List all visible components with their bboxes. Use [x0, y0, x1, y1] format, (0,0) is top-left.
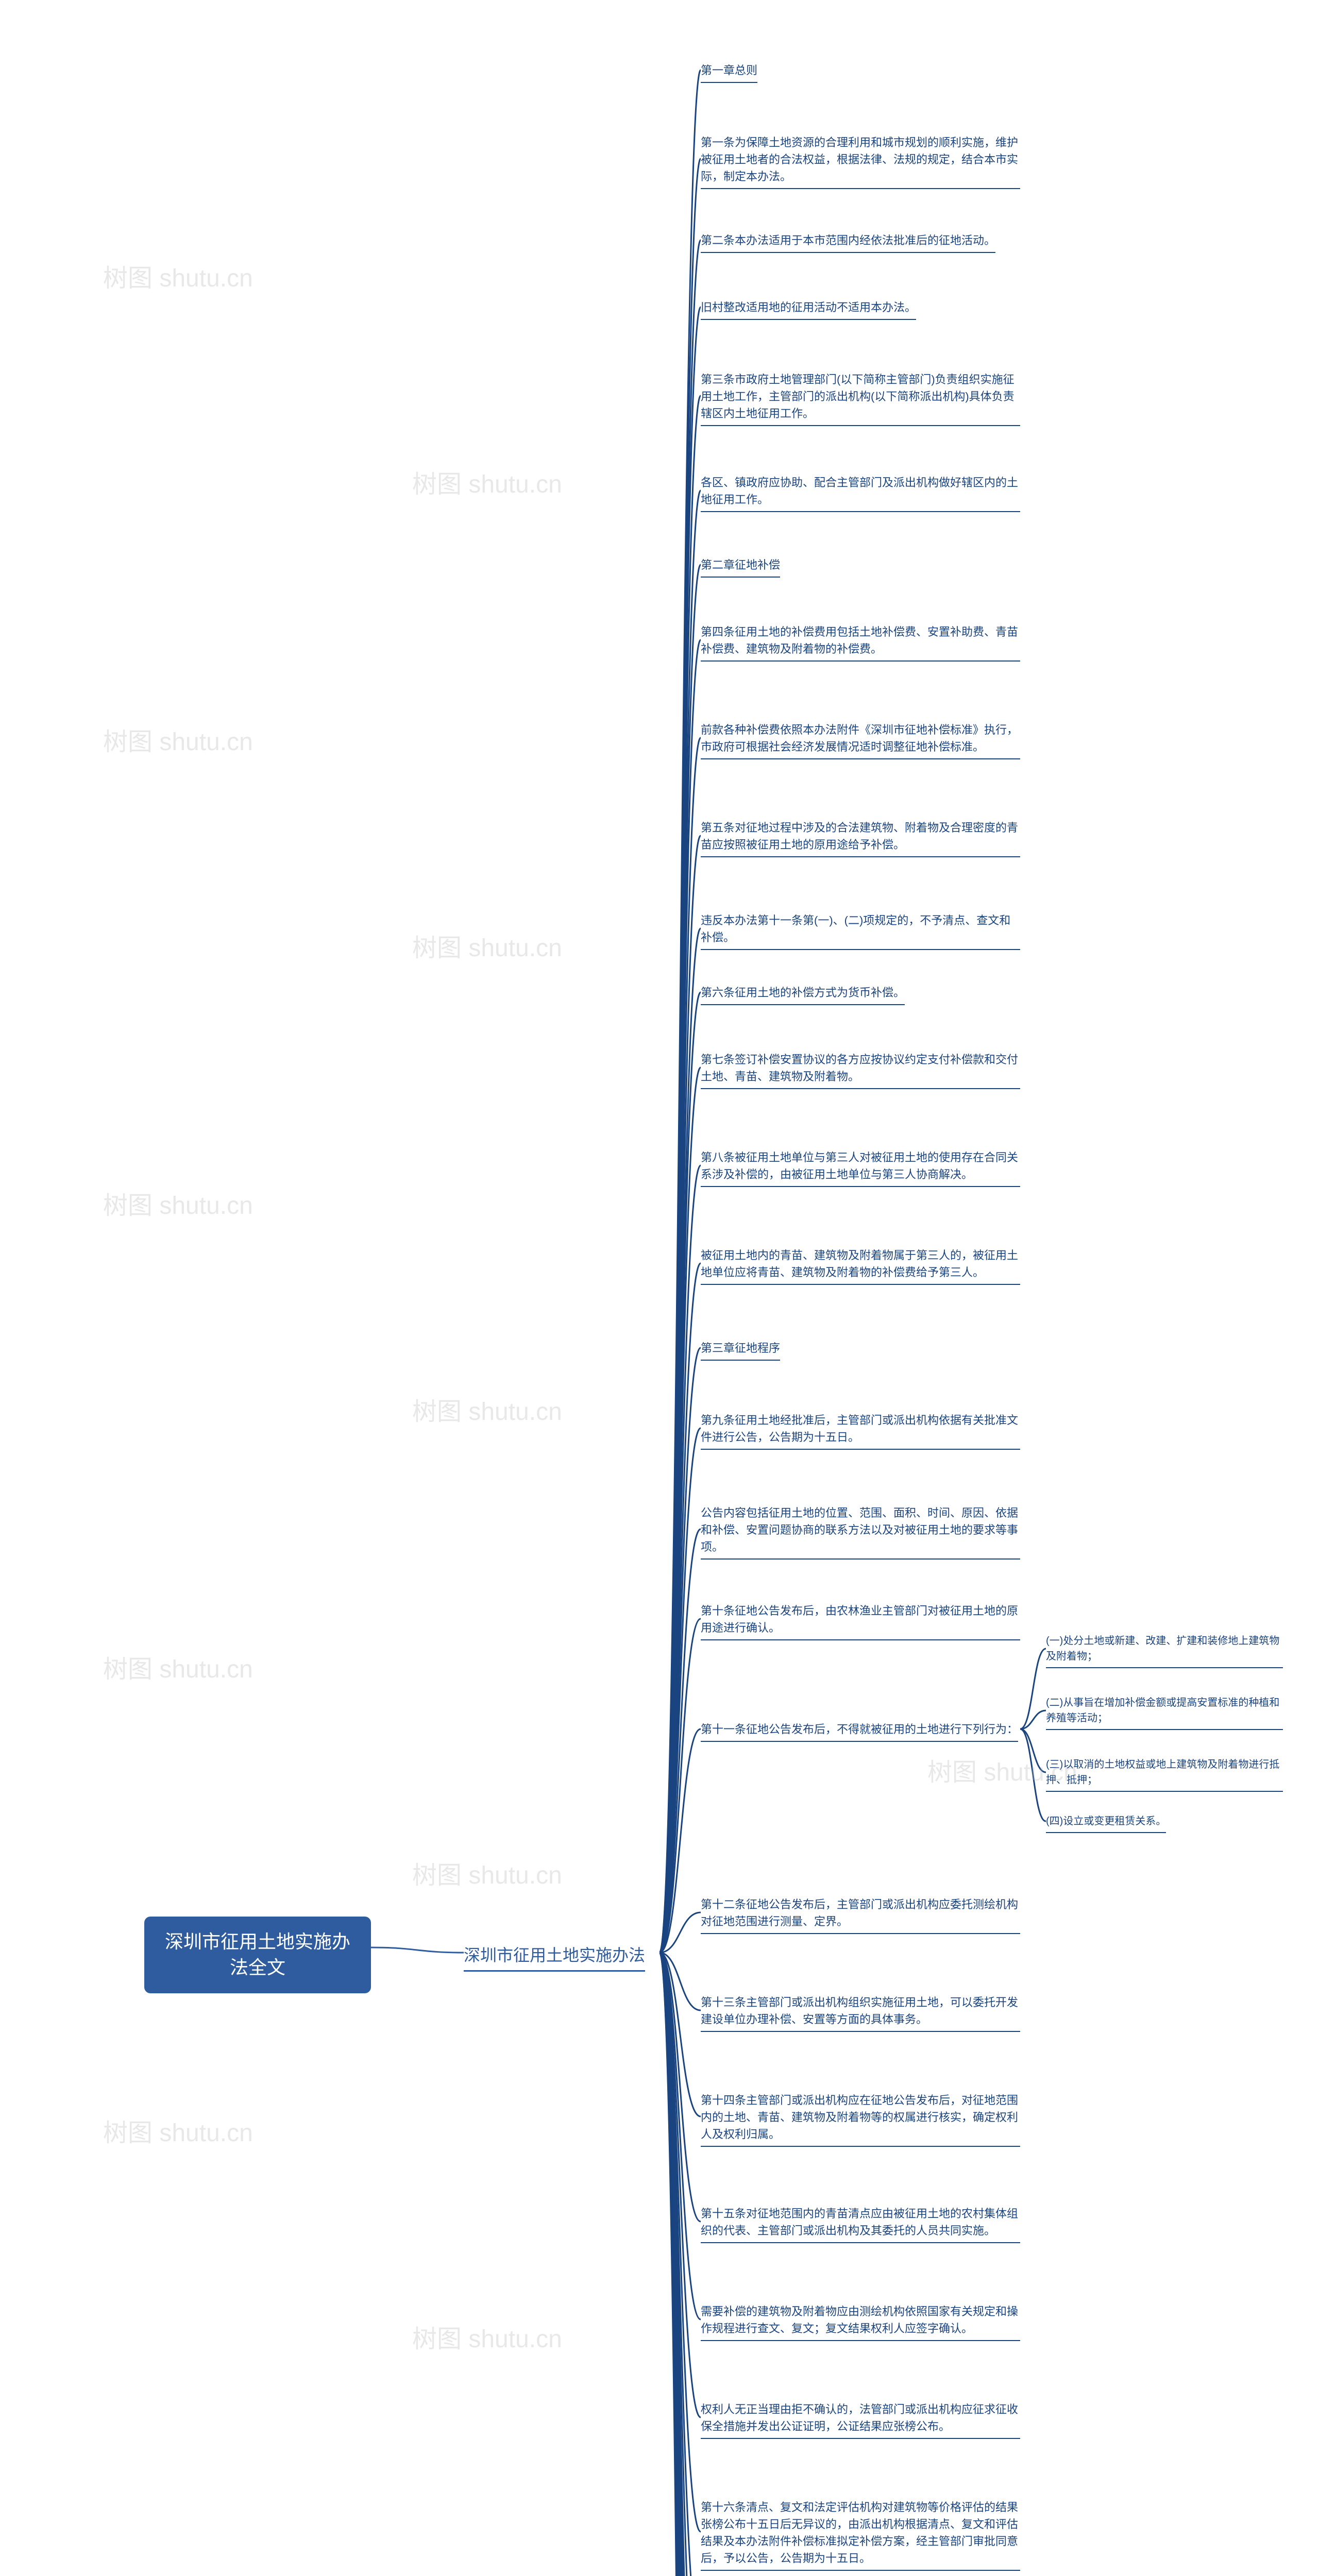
- level2-node[interactable]: 公告内容包括征用土地的位置、范围、面积、时间、原因、依据和补偿、安置问题协商的联…: [701, 1504, 1020, 1560]
- level2-node[interactable]: 第六条征用土地的补偿方式为货币补偿。: [701, 984, 905, 1005]
- level2-node[interactable]: 第十六条清点、复文和法定评估机构对建筑物等价格评估的结果张榜公布十五日后无异议的…: [701, 2499, 1020, 2571]
- level2-node[interactable]: 第九条征用土地经批准后，主管部门或派出机构依据有关批准文件进行公告，公告期为十五…: [701, 1412, 1020, 1450]
- level2-node[interactable]: 第三章征地程序: [701, 1340, 780, 1361]
- watermark: 树图 shutu.cn: [103, 1185, 253, 1221]
- level2-node[interactable]: 第一章总则: [701, 62, 757, 83]
- level2-node[interactable]: 第二条本办法适用于本市范围内经依法批准后的征地活动。: [701, 232, 995, 253]
- watermark: 树图 shutu.cn: [412, 927, 562, 963]
- level2-node[interactable]: 第十五条对征地范围内的青苗清点应由被征用土地的农村集体组织的代表、主管部门或派出…: [701, 2205, 1020, 2243]
- level2-node[interactable]: 第三条市政府土地管理部门(以下简称主管部门)负责组织实施征用土地工作，主管部门的…: [701, 371, 1020, 426]
- level3-node[interactable]: (一)处分土地或新建、改建、扩建和装修地上建筑物及附着物；: [1046, 1633, 1283, 1668]
- watermark: 树图 shutu.cn: [103, 1649, 253, 1685]
- level2-node[interactable]: 需要补偿的建筑物及附着物应由测绘机构依照国家有关规定和操作规程进行查文、复文；复…: [701, 2303, 1020, 2341]
- level2-node[interactable]: 第十条征地公告发布后，由农林渔业主管部门对被征用土地的原用途进行确认。: [701, 1602, 1020, 1640]
- watermark: 树图 shutu.cn: [103, 258, 253, 294]
- watermark: 树图 shutu.cn: [412, 1391, 562, 1427]
- level3-node[interactable]: (二)从事旨在增加补偿金额或提高安置标准的种植和养殖等活动；: [1046, 1695, 1283, 1730]
- level2-node[interactable]: 前款各种补偿费依照本办法附件《深圳市征地补偿标准》执行，市政府可根据社会经济发展…: [701, 721, 1020, 759]
- watermark: 树图 shutu.cn: [103, 721, 253, 757]
- level2-node[interactable]: 旧村整改适用地的征用活动不适用本办法。: [701, 299, 916, 320]
- level2-node[interactable]: 第一条为保障土地资源的合理利用和城市规划的顺利实施，维护被征用土地者的合法权益，…: [701, 134, 1020, 189]
- level1-node[interactable]: 深圳市征用土地实施办法: [464, 1942, 645, 1972]
- watermark: 树图 shutu.cn: [412, 2318, 562, 2354]
- level2-node[interactable]: 第八条被征用土地单位与第三人对被征用土地的使用存在合同关系涉及补偿的，由被征用土…: [701, 1149, 1020, 1187]
- level3-node[interactable]: (四)设立或变更租赁关系。: [1046, 1814, 1166, 1833]
- level2-node[interactable]: 违反本办法第十一条第(一)、(二)项规定的，不予清点、查文和补偿。: [701, 912, 1020, 950]
- level2-node[interactable]: 被征用土地内的青苗、建筑物及附着物属于第三人的，被征用土地单位应将青苗、建筑物及…: [701, 1247, 1020, 1285]
- watermark: 树图 shutu.cn: [412, 1855, 562, 1891]
- level2-node[interactable]: 第五条对征地过程中涉及的合法建筑物、附着物及合理密度的青苗应按照被征用土地的原用…: [701, 819, 1020, 857]
- level2-node[interactable]: 第十四条主管部门或派出机构应在征地公告发布后，对征地范围内的土地、青苗、建筑物及…: [701, 2092, 1020, 2147]
- watermark: 树图 shutu.cn: [103, 2112, 253, 2148]
- level2-node[interactable]: 各区、镇政府应协助、配合主管部门及派出机构做好辖区内的土地征用工作。: [701, 474, 1020, 512]
- level2-node[interactable]: 第十一条征地公告发布后，不得就被征用的土地进行下列行为：: [701, 1721, 1018, 1742]
- level2-node[interactable]: 第十二条征地公告发布后，主管部门或派出机构应委托测绘机构对征地范围进行测量、定界…: [701, 1896, 1020, 1934]
- level2-node[interactable]: 第七条签订补偿安置协议的各方应按协议约定支付补偿款和交付土地、青苗、建筑物及附着…: [701, 1051, 1020, 1089]
- root-node[interactable]: 深圳市征用土地实施办法全文: [144, 1917, 371, 1993]
- level2-node[interactable]: 权利人无正当理由拒不确认的，法管部门或派出机构应征求征收保全措施并发出公证证明，…: [701, 2401, 1020, 2439]
- level2-node[interactable]: 第二章征地补偿: [701, 556, 780, 578]
- mindmap-container: 深圳市征用土地实施办法全文 深圳市征用土地实施办法 第一章总则第一条为保障土地资…: [0, 0, 1319, 2576]
- watermark: 树图 shutu.cn: [412, 464, 562, 500]
- level3-node[interactable]: (三)以取消的土地权益或地上建筑物及附着物进行抵押、抵押；: [1046, 1757, 1283, 1792]
- level2-node[interactable]: 第十三条主管部门或派出机构组织实施征用土地，可以委托开发建设单位办理补偿、安置等…: [701, 1994, 1020, 2032]
- connector-svg: [0, 0, 1319, 2576]
- level2-node[interactable]: 第四条征用土地的补偿费用包括土地补偿费、安置补助费、青苗补偿费、建筑物及附着物的…: [701, 623, 1020, 662]
